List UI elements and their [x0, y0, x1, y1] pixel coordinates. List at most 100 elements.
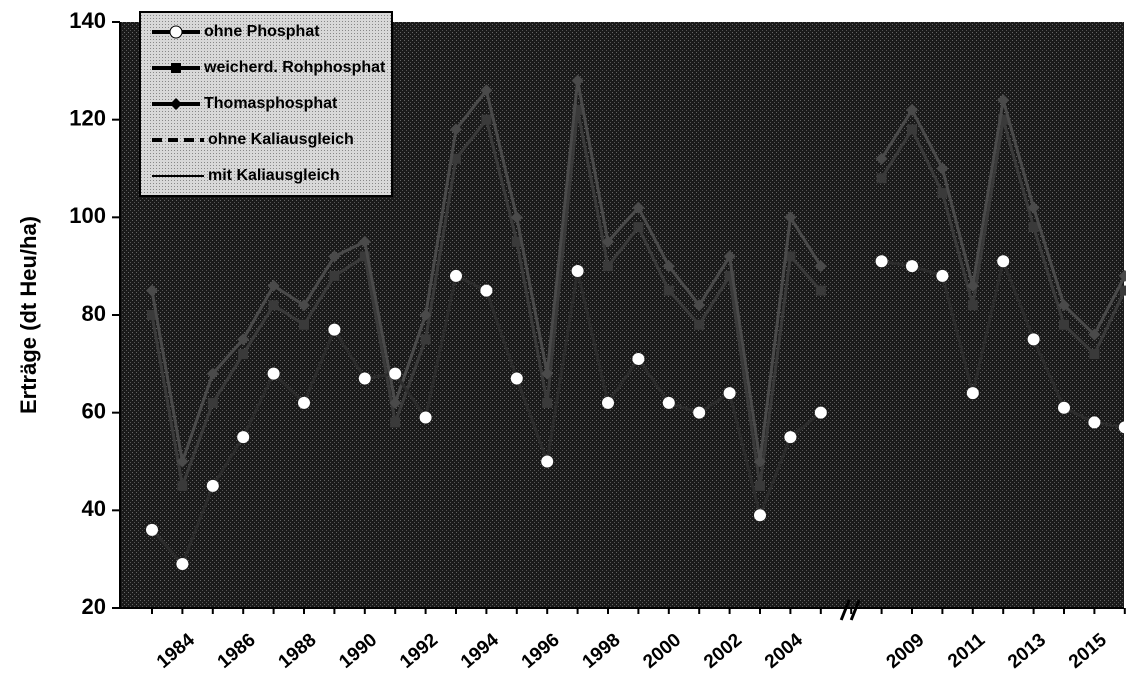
- point: [171, 63, 181, 73]
- point: [967, 300, 978, 311]
- point: [359, 251, 370, 262]
- point: [754, 455, 766, 468]
- point: [299, 319, 309, 330]
- x-tick-label: 2002: [700, 630, 746, 673]
- x-tick-label: 1998: [579, 630, 625, 673]
- x-tick-label: 2015: [1065, 629, 1111, 673]
- point: [450, 269, 462, 282]
- point: [1088, 328, 1101, 341]
- y-tick-label: 40: [82, 496, 106, 521]
- point: [268, 300, 279, 311]
- point: [784, 211, 797, 224]
- x-tick-label: 2000: [639, 630, 685, 673]
- point: [603, 261, 613, 272]
- point: [298, 299, 310, 312]
- point: [510, 211, 523, 224]
- point: [1058, 401, 1070, 414]
- y-tick-label: 120: [69, 105, 106, 130]
- legend-label: ohne Kaliausgleich: [208, 131, 354, 148]
- point: [571, 74, 584, 87]
- point: [1059, 319, 1069, 330]
- point: [169, 25, 183, 39]
- point: [511, 236, 522, 247]
- point: [572, 104, 583, 115]
- point: [784, 431, 797, 444]
- point: [146, 284, 158, 297]
- point: [633, 222, 644, 233]
- x-tick-label: 2009: [883, 630, 929, 673]
- point: [267, 367, 280, 380]
- y-tick-label: 20: [82, 594, 106, 619]
- point: [723, 387, 736, 400]
- point: [1118, 269, 1126, 282]
- point: [147, 310, 157, 320]
- axis-break: [839, 599, 861, 621]
- point: [146, 523, 158, 536]
- point: [966, 387, 979, 400]
- point: [663, 285, 674, 296]
- y-tick-label: 140: [69, 8, 106, 33]
- point: [450, 123, 462, 136]
- point: [389, 367, 402, 380]
- point: [602, 235, 614, 248]
- x-tick-label: 1992: [396, 630, 442, 673]
- y-tick-label: 100: [69, 203, 106, 228]
- point: [876, 173, 887, 184]
- y-axis-label: Erträge (dt Heu/ha): [16, 216, 41, 414]
- x-tick-label: 2004: [761, 629, 807, 673]
- point: [723, 250, 736, 263]
- point: [480, 284, 493, 297]
- legend-label: weicherd. Rohphosphat: [203, 59, 386, 76]
- point: [875, 152, 888, 165]
- point: [875, 255, 888, 268]
- x-tick-label: 1994: [457, 629, 503, 673]
- point: [542, 397, 553, 408]
- x-tick-label: 1986: [214, 630, 260, 673]
- point: [389, 396, 402, 409]
- point: [238, 349, 249, 360]
- point: [997, 255, 1010, 268]
- point: [298, 396, 310, 409]
- point: [693, 299, 706, 312]
- point: [176, 455, 189, 468]
- point: [632, 352, 645, 365]
- x-tick-label: 1984: [153, 629, 199, 673]
- point: [237, 333, 250, 346]
- point: [632, 201, 645, 214]
- point: [1119, 285, 1126, 296]
- point: [177, 480, 188, 491]
- point: [571, 265, 584, 278]
- point: [998, 114, 1009, 125]
- point: [358, 235, 371, 248]
- point: [419, 309, 432, 321]
- point: [390, 417, 401, 428]
- point: [267, 279, 280, 292]
- point: [206, 367, 219, 380]
- point: [541, 367, 554, 380]
- point: [936, 162, 949, 175]
- legend-label: Thomasphosphat: [204, 95, 338, 112]
- x-tick-label: 2013: [1004, 630, 1050, 673]
- point: [906, 103, 918, 116]
- point: [1058, 299, 1070, 312]
- legend-label: ohne Phosphat: [204, 23, 320, 40]
- point: [176, 558, 189, 571]
- point: [1028, 222, 1039, 233]
- point: [662, 396, 675, 409]
- point: [206, 479, 219, 492]
- point: [662, 260, 675, 273]
- y-tick-label: 60: [82, 398, 106, 423]
- x-tick-label: 1988: [275, 630, 321, 673]
- point: [329, 270, 340, 281]
- point: [170, 98, 182, 110]
- x-tick-label: 1996: [518, 630, 564, 673]
- point: [966, 279, 979, 292]
- legend-label: mit Kaliausgleich: [208, 167, 340, 184]
- point: [481, 114, 492, 125]
- point: [693, 406, 706, 419]
- point: [207, 397, 218, 408]
- point: [602, 396, 614, 409]
- point: [785, 251, 796, 262]
- point: [510, 372, 523, 385]
